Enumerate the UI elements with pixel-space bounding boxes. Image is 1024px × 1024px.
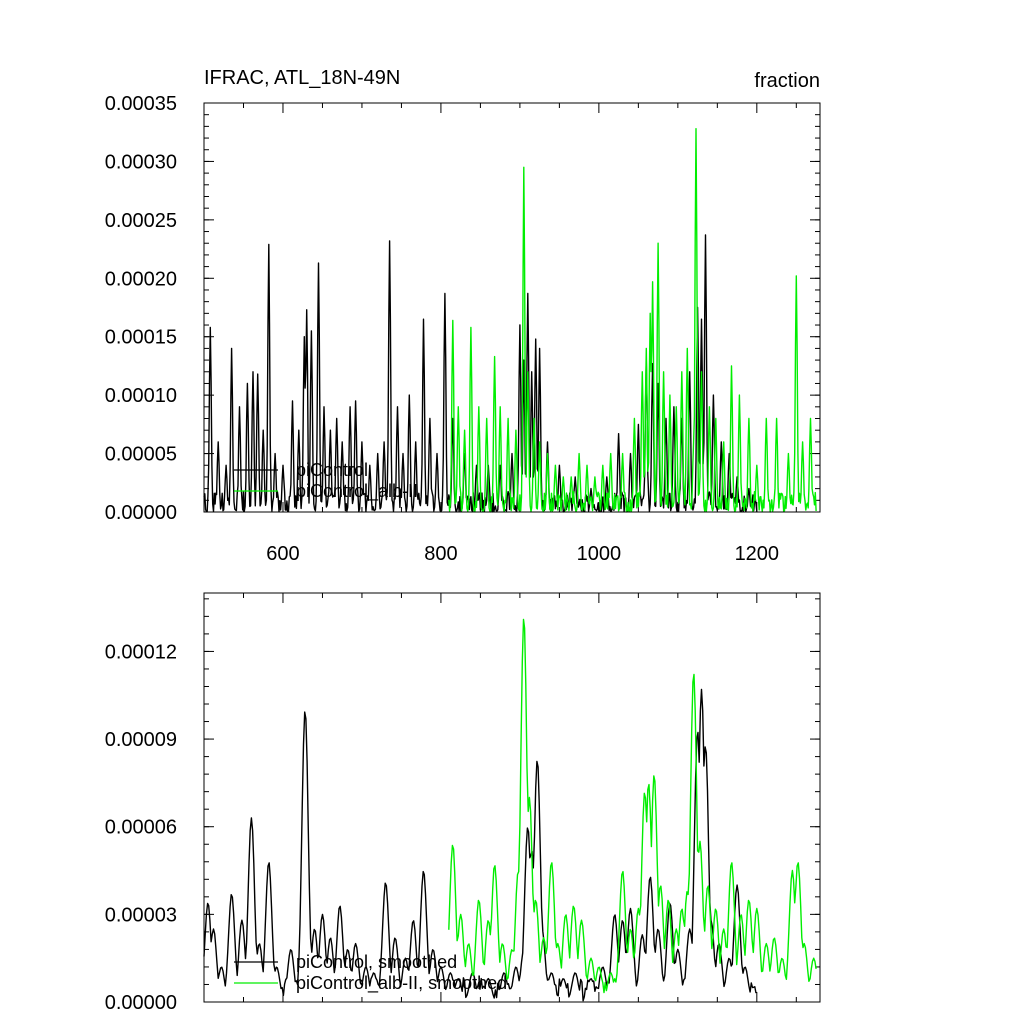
x-tick-label: 1000 bbox=[577, 543, 622, 565]
y-tick-label: 0.00025 bbox=[105, 210, 177, 232]
legend-label-alb-smoothed: piControl_alb-II, smoothed bbox=[296, 973, 507, 994]
y-tick-label: 0.00009 bbox=[105, 729, 177, 751]
bottom-series bbox=[203, 618, 817, 1002]
top-ticks bbox=[203, 102, 820, 513]
bottom-ticks bbox=[203, 593, 820, 1003]
legend-label-picontrol-smoothed: piControl, smoothed bbox=[296, 952, 457, 972]
bottom-plot-frame bbox=[203, 592, 821, 1003]
x-tick-label: 800 bbox=[424, 543, 457, 565]
bottom-legend: piControl, smoothed piControl_alb-II, sm… bbox=[234, 952, 507, 994]
top-y-tick-labels: 0.00000 0.00005 0.00010 0.00015 0.00020 0.000… bbox=[105, 93, 177, 524]
legend-label-alb: piControl_alb-II bbox=[296, 481, 418, 502]
top-title-left: IFRAC, ATL_18N-49N bbox=[204, 67, 400, 89]
y-tick-label: 0.00015 bbox=[105, 327, 177, 349]
y-tick-label: 0.00020 bbox=[105, 268, 177, 290]
y-tick-label: 0.00000 bbox=[105, 992, 177, 1014]
bottom-panel: 0.00000 0.00003 0.00006 0.00009 0.00012 piCo… bbox=[105, 592, 821, 1014]
top-series bbox=[203, 127, 817, 513]
top-title-right: fraction bbox=[754, 70, 820, 92]
top-plot-frame bbox=[203, 102, 821, 513]
x-tick-label: 1200 bbox=[735, 543, 780, 565]
series-line-alb-ii bbox=[448, 618, 817, 994]
y-tick-label: 0.00010 bbox=[105, 385, 177, 407]
series-line-alb-ii bbox=[448, 127, 817, 513]
y-tick-label: 0.00012 bbox=[105, 641, 177, 663]
y-tick-label: 0.00005 bbox=[105, 444, 177, 466]
y-tick-label: 0.00003 bbox=[105, 904, 177, 926]
top-legend: piControl piControl_alb-II bbox=[234, 460, 418, 502]
bottom-y-tick-labels: 0.00000 0.00003 0.00006 0.00009 0.00012 bbox=[105, 641, 177, 1014]
legend-label-picontrol: piControl bbox=[296, 460, 368, 480]
series-line-picontrol bbox=[203, 688, 757, 1002]
y-tick-label: 0.00006 bbox=[105, 817, 177, 839]
x-tick-label: 600 bbox=[266, 543, 299, 565]
y-tick-label: 0.00000 bbox=[105, 502, 177, 524]
top-x-tick-labels: 600 800 1000 1200 bbox=[266, 543, 779, 565]
y-tick-label: 0.00035 bbox=[105, 93, 177, 115]
top-panel: IFRAC, ATL_18N-49N fraction 0.000000.000… bbox=[105, 67, 821, 565]
y-tick-label: 0.00030 bbox=[105, 151, 177, 173]
